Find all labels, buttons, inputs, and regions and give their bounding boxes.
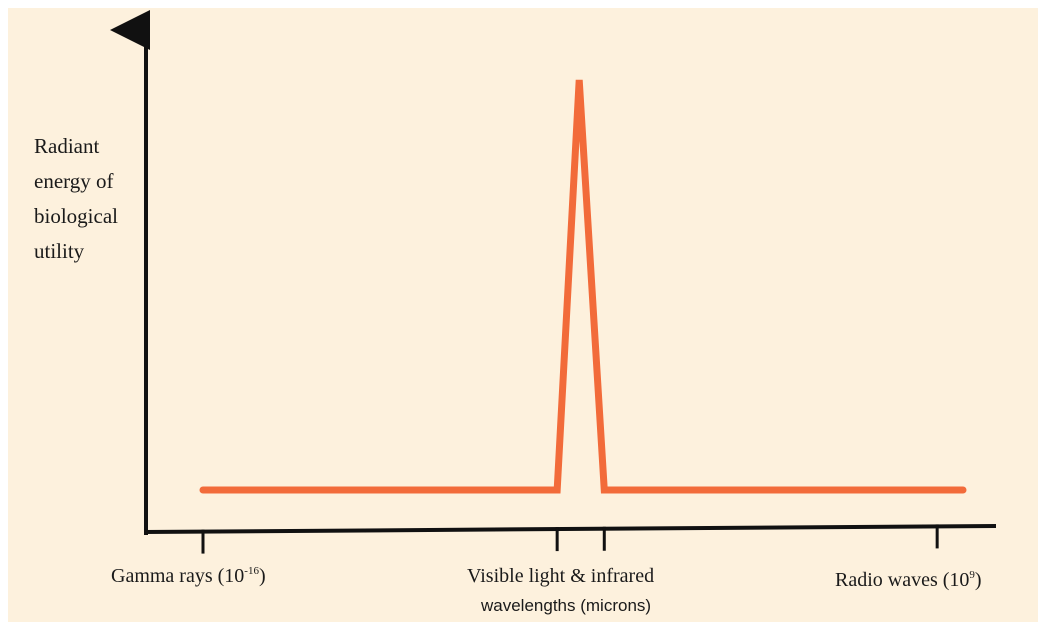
y-axis-label-line: Radiant: [34, 134, 100, 158]
x-tick-label-exponent: -16: [244, 565, 259, 577]
y-axis-label-line: energy of: [34, 169, 114, 193]
x-tick-label-gamma: Gamma rays (10-16): [111, 565, 266, 588]
x-tick-label-text: Visible light & infrared: [467, 565, 655, 587]
x-tick-label-text: Radio waves (10: [835, 569, 970, 591]
chart-svg: [110, 10, 997, 554]
x-tick-label-radio: Radio waves (109): [835, 569, 982, 592]
x-tick-label-visible-infrared: Visible light & infrared: [467, 565, 654, 588]
chart-frame: Radiant energy of biological utility Gam…: [8, 8, 1038, 622]
x-axis-label: wavelengths (microns): [481, 596, 652, 615]
x-tick-label-exponent: 9: [969, 569, 975, 581]
y-axis-label: Radiant energy of biological utility: [34, 129, 154, 269]
y-axis-label-line: biological: [34, 204, 118, 228]
y-axis-label-line: utility: [34, 239, 85, 263]
x-tick-label-close: ): [974, 569, 982, 591]
x-tick-label-text: Gamma rays (10: [111, 565, 245, 587]
series-line: [199, 79, 967, 494]
x-tick-label-close: ): [258, 565, 266, 587]
x-axis: [143, 524, 997, 534]
